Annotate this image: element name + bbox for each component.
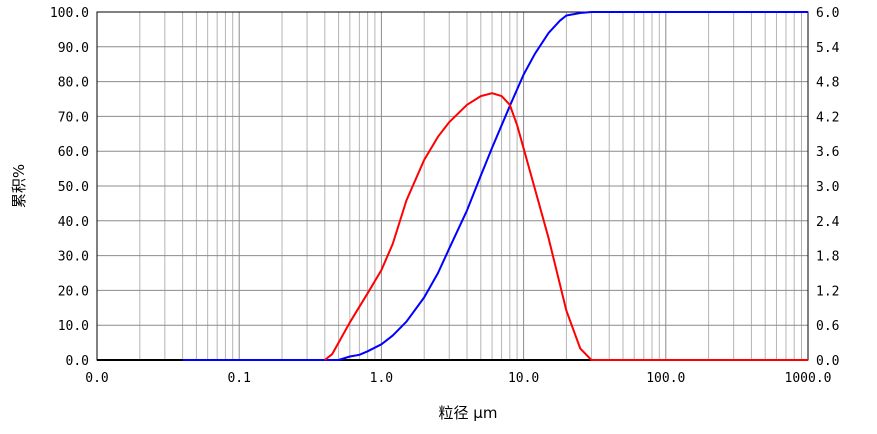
tick-labels: 0.0 10.0 20.0 30.0 40.0 50.0 60.0 70.0 80.0 90.0 1… bbox=[50, 6, 840, 386]
y-left-tick-label: 70.0 bbox=[58, 110, 89, 125]
y-right-tick-label: 0.6 bbox=[816, 319, 839, 334]
y-right-tick-label: 3.0 bbox=[816, 180, 839, 195]
y-right-tick-label: 0.0 bbox=[816, 354, 839, 369]
y-left-tick-label: 0.0 bbox=[66, 354, 89, 369]
y-right-tick-label: 4.2 bbox=[816, 110, 839, 125]
y-right-tick-label: 1.2 bbox=[816, 284, 839, 299]
y-left-tick-label: 10.0 bbox=[58, 319, 89, 334]
cumulative-curve bbox=[182, 11, 808, 361]
x-tick-label: 0.0 bbox=[85, 371, 108, 386]
x-tick-label: 10.0 bbox=[508, 371, 539, 386]
y-left-tick-label: 100.0 bbox=[50, 6, 89, 21]
series-layer bbox=[182, 11, 808, 361]
y-left-tick-label: 90.0 bbox=[58, 41, 89, 56]
y-right-tick-label: 6.0 bbox=[816, 6, 839, 21]
y-left-tick-label: 50.0 bbox=[58, 180, 89, 195]
frequency-curve bbox=[324, 92, 808, 361]
y-axis-title-left: 累积% bbox=[10, 164, 28, 208]
grid bbox=[97, 12, 808, 360]
x-tick-label: 1.0 bbox=[370, 371, 393, 386]
y-right-tick-label: 2.4 bbox=[816, 215, 840, 230]
y-left-tick-label: 40.0 bbox=[58, 215, 89, 230]
y-left-tick-label: 30.0 bbox=[58, 250, 89, 265]
x-tick-label: 1000.0 bbox=[785, 371, 832, 386]
x-tick-label: 100.0 bbox=[646, 371, 685, 386]
y-left-tick-label: 60.0 bbox=[58, 145, 89, 160]
y-left-tick-label: 80.0 bbox=[58, 76, 89, 91]
y-right-tick-label: 1.8 bbox=[816, 250, 839, 265]
x-tick-label: 0.1 bbox=[227, 371, 250, 386]
x-axis-title: 粒径 μm bbox=[439, 404, 498, 422]
y-right-tick-label: 4.8 bbox=[816, 76, 839, 91]
y-right-tick-label: 5.4 bbox=[816, 41, 840, 56]
y-left-tick-label: 20.0 bbox=[58, 284, 89, 299]
y-right-tick-label: 3.6 bbox=[816, 145, 839, 160]
